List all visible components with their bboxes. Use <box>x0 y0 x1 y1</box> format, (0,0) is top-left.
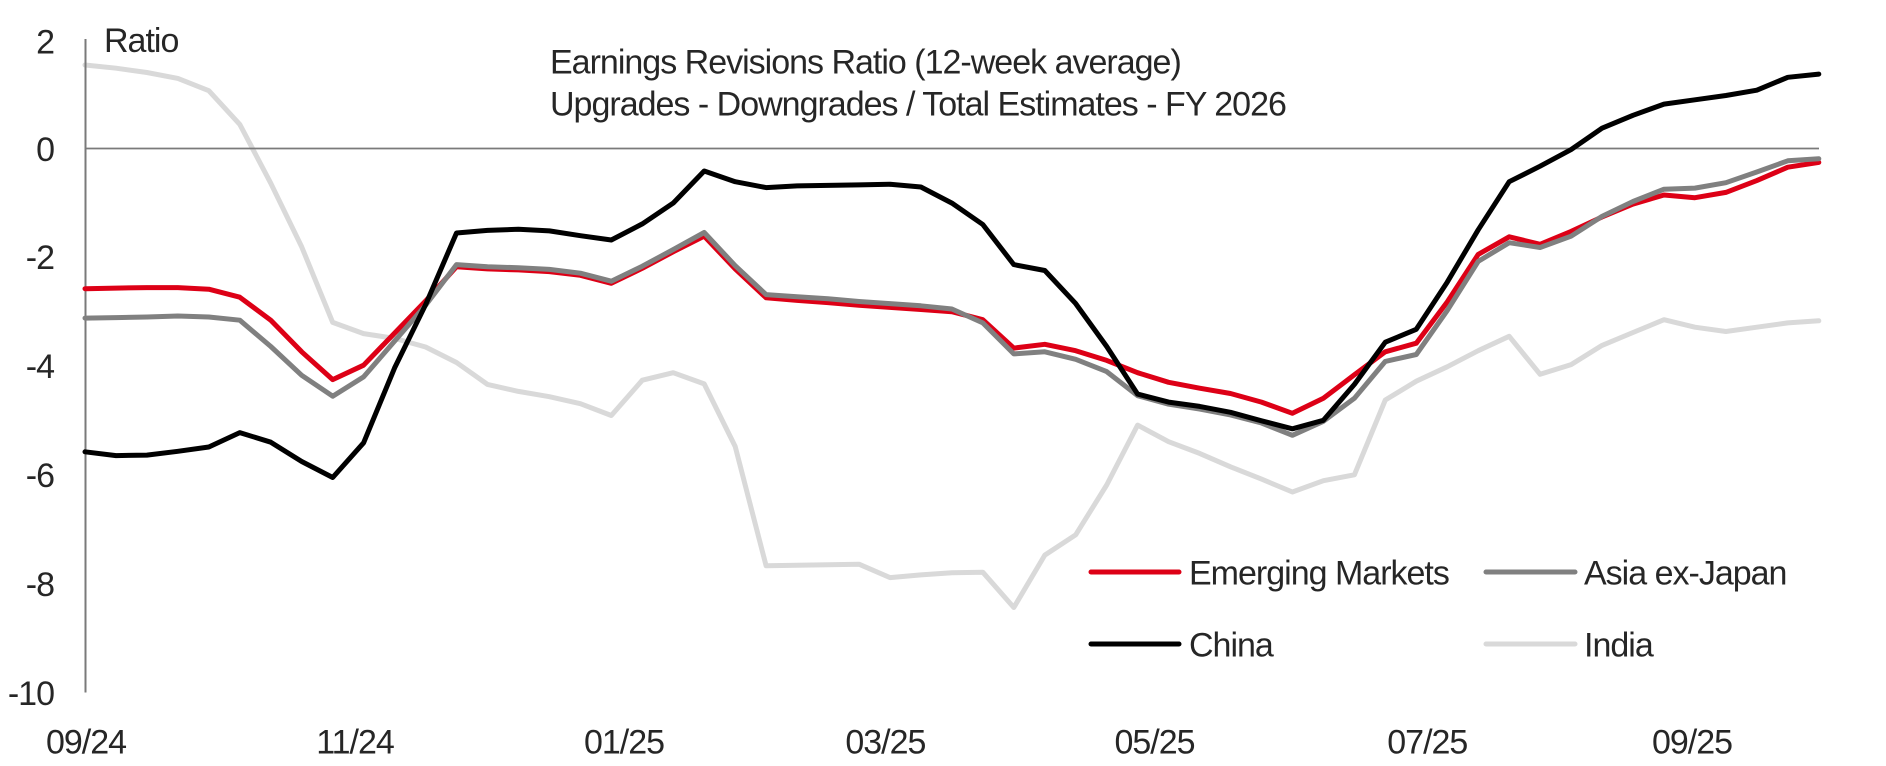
svg-text:05/25: 05/25 <box>1114 724 1194 762</box>
svg-text:China: China <box>1189 627 1274 665</box>
svg-text:09/24: 09/24 <box>46 724 126 762</box>
svg-text:01/25: 01/25 <box>584 724 664 762</box>
svg-text:Emerging Markets: Emerging Markets <box>1189 555 1449 593</box>
svg-text:-10: -10 <box>8 675 54 713</box>
svg-text:Ratio: Ratio <box>104 22 178 60</box>
svg-text:India: India <box>1584 627 1654 665</box>
svg-text:0: 0 <box>36 131 54 169</box>
svg-text:09/25: 09/25 <box>1652 724 1732 762</box>
svg-text:-2: -2 <box>26 239 54 277</box>
svg-text:11/24: 11/24 <box>316 724 394 762</box>
svg-text:2: 2 <box>36 24 54 62</box>
svg-text:-4: -4 <box>26 348 54 386</box>
svg-text:-6: -6 <box>26 457 54 495</box>
svg-text:-8: -8 <box>26 566 54 604</box>
svg-text:07/25: 07/25 <box>1387 724 1467 762</box>
svg-text:Earnings Revisions Ratio (12-w: Earnings Revisions Ratio (12-week averag… <box>550 44 1181 82</box>
svg-text:03/25: 03/25 <box>845 724 925 762</box>
svg-text:Upgrades - Downgrades / Total: Upgrades - Downgrades / Total Estimates … <box>550 86 1286 124</box>
svg-text:Asia ex-Japan: Asia ex-Japan <box>1584 555 1786 593</box>
